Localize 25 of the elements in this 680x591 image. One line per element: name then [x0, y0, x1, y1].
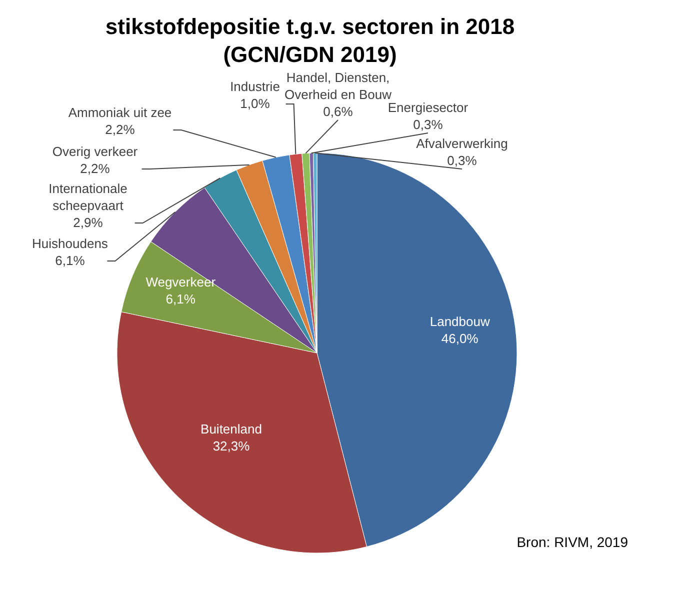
data-label: 46,0% — [441, 330, 479, 346]
slice-label: Landbouw — [430, 314, 490, 329]
data-label: 32,3% — [212, 438, 250, 454]
data-label: 0,3% — [447, 153, 478, 168]
chart-subtitle: (GCN/GDN 2019) — [223, 42, 397, 67]
data-label: 6,1% — [55, 253, 86, 268]
slice-label: Handel, Diensten, Overheid en Bouw — [284, 70, 392, 102]
text: Bron: RIVM, 2019 — [516, 534, 628, 550]
slice-label: Industrie — [230, 79, 280, 94]
slice-label: Afvalverwerking — [416, 136, 508, 151]
data-label: 6,1% — [166, 292, 196, 307]
slice-label: Overig verkeer — [52, 144, 138, 159]
slice-label: Wegverkeer — [146, 274, 216, 290]
slice-label: Energiesector — [388, 100, 469, 115]
slice-label: Huishoudens — [32, 236, 108, 251]
data-label: 0,3% — [413, 117, 444, 132]
slice-label: Internationale scheepvaart — [48, 181, 128, 213]
chart-title: stikstofdepositie t.g.v. sectoren in 2018 — [105, 14, 515, 39]
slice-label: Ammoniak uit zee — [68, 105, 172, 120]
data-label: 2,9% — [73, 215, 104, 230]
data-label: 0,6% — [323, 104, 354, 119]
data-label: 2,2% — [105, 122, 136, 137]
slice-label: Buitenland — [200, 422, 262, 437]
data-label: 2,2% — [80, 161, 110, 176]
data-label: 1,0% — [240, 96, 270, 111]
